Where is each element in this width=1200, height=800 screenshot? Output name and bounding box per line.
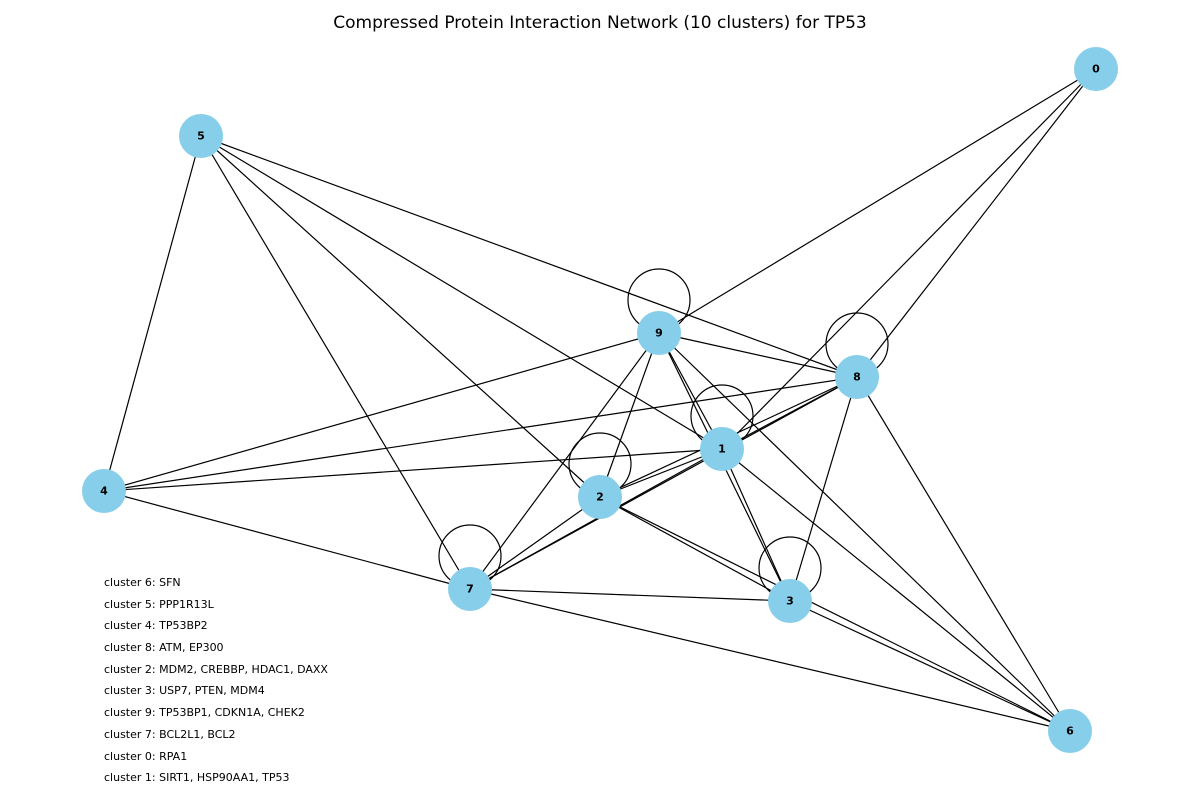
edge-7-3	[469, 588, 791, 602]
legend-entry: cluster 5: PPP1R13L	[104, 597, 214, 611]
node-circle	[448, 567, 492, 611]
edge-0-8	[856, 68, 1097, 378]
edge-2-7	[469, 496, 601, 590]
node-circle	[1048, 709, 1092, 753]
edge-0-1	[721, 68, 1097, 450]
legend-entry: cluster 2: MDM2, CREBBP, HDAC1, DAXX	[104, 662, 328, 676]
node-5: 5	[179, 114, 223, 158]
node-label: 9	[655, 327, 663, 340]
node-label: 7	[466, 583, 474, 596]
edge-1-3	[721, 448, 791, 602]
node-label: 0	[1092, 63, 1100, 76]
edge-9-1	[658, 332, 723, 450]
node-9: 9	[637, 311, 681, 355]
node-3: 3	[768, 579, 812, 623]
legend-entry: cluster 8: ATM, EP300	[104, 641, 224, 655]
diagram-title: Compressed Protein Interaction Network (…	[333, 13, 867, 33]
edges-layer	[103, 68, 1097, 732]
edge-1-7	[469, 448, 723, 590]
edge-2-6	[599, 496, 1071, 732]
node-0: 0	[1074, 47, 1118, 91]
legend-entry: cluster 3: USP7, PTEN, MDM4	[104, 684, 265, 698]
edge-5-1	[200, 135, 723, 450]
edge-1-4	[103, 448, 723, 492]
edge-5-4	[103, 135, 202, 492]
cluster-legend: cluster 6: SFN cluster 5: PPP1R13L clust…	[104, 574, 328, 791]
node-circle	[179, 114, 223, 158]
legend-entry: cluster 0: RPA1	[104, 749, 188, 763]
edge-0-9	[658, 68, 1097, 334]
node-circle	[835, 355, 879, 399]
node-circle	[637, 311, 681, 355]
node-circle	[700, 427, 744, 471]
edge-1-6	[721, 448, 1071, 732]
node-2: 2	[578, 475, 622, 519]
edge-2-3	[599, 496, 791, 602]
edge-4-7	[103, 490, 471, 590]
edge-9-8	[658, 332, 858, 378]
legend-entry: cluster 4: TP53BP2	[104, 619, 208, 633]
legend-entry: cluster 6: SFN	[104, 576, 181, 589]
node-label: 4	[100, 485, 108, 498]
edge-9-4	[103, 332, 660, 492]
node-1: 1	[700, 427, 744, 471]
node-label: 8	[853, 371, 861, 384]
legend-entry: cluster 7: BCL2L1, BCL2	[104, 727, 236, 741]
node-7: 7	[448, 567, 492, 611]
node-circle	[1074, 47, 1118, 91]
node-4: 4	[82, 469, 126, 513]
edge-7-6	[469, 588, 1071, 732]
node-8: 8	[835, 355, 879, 399]
edge-9-2	[599, 332, 660, 498]
node-circle	[578, 475, 622, 519]
edge-8-6	[856, 376, 1071, 732]
node-label: 2	[596, 491, 604, 504]
edge-5-2	[200, 135, 601, 498]
edge-8-4	[103, 376, 858, 492]
node-label: 6	[1066, 725, 1074, 738]
node-label: 1	[718, 443, 726, 456]
edge-9-7	[469, 332, 660, 590]
nodes-layer: 0 1 2 3 4 5 6 7 8 9	[82, 47, 1118, 753]
edge-9-6	[658, 332, 1071, 732]
edge-3-6	[789, 600, 1071, 732]
node-circle	[82, 469, 126, 513]
legend-entry: cluster 1: SIRT1, HSP90AA1, TP53	[104, 771, 290, 785]
node-label: 3	[786, 595, 794, 608]
node-circle	[768, 579, 812, 623]
edge-8-3	[789, 376, 858, 602]
edge-5-7	[200, 135, 471, 590]
node-6: 6	[1048, 709, 1092, 753]
node-label: 5	[197, 130, 205, 143]
edge-5-8	[200, 135, 858, 378]
legend-entry: cluster 9: TP53BP1, CDKN1A, CHEK2	[104, 706, 305, 720]
